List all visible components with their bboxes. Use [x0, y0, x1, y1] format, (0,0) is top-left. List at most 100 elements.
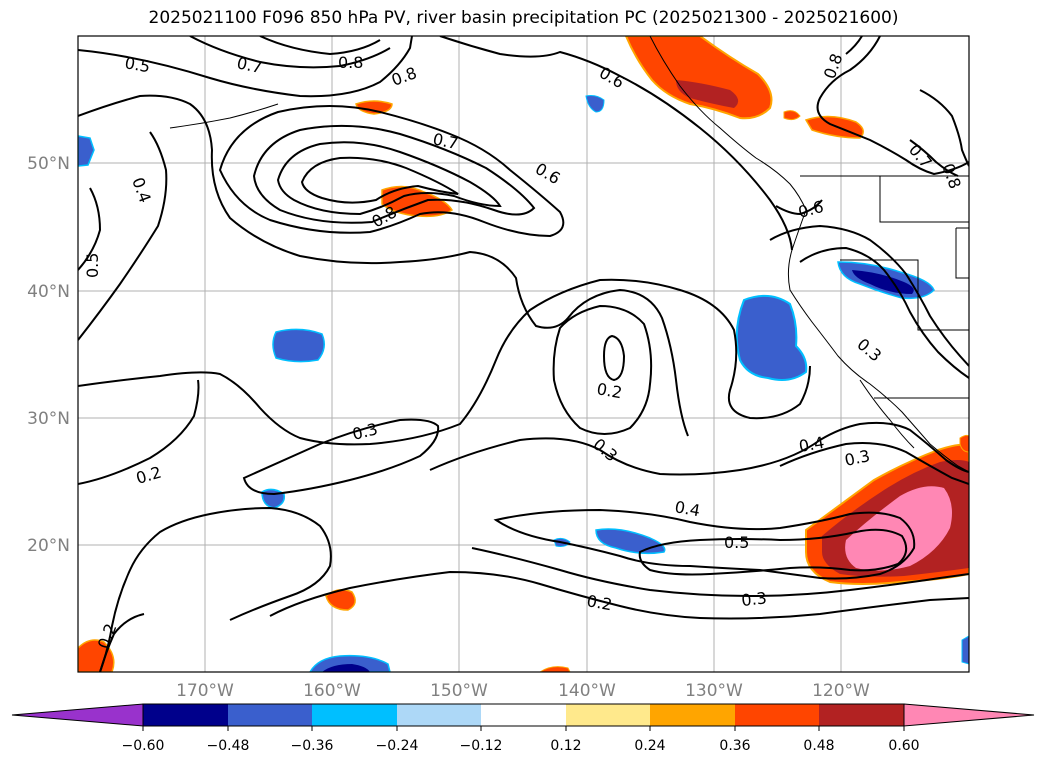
lon-label: 130°W [685, 681, 743, 701]
contour-0.2-mid [602, 334, 626, 382]
precip-blob-north-small [585, 95, 605, 113]
contour-0.8-north [259, 36, 381, 56]
contour-label: 0.2 [595, 379, 623, 402]
lon-label: 150°W [430, 681, 488, 701]
colorbar-swatch [819, 704, 904, 726]
contour-label: 0.5 [724, 533, 749, 552]
coast-us-west [787, 209, 969, 473]
colorbar-tick-label: −0.36 [291, 738, 334, 754]
contour-label: 0.4 [673, 497, 701, 520]
contour-0.3-south-long [471, 547, 969, 598]
longitude-labels: 170°W 160°W 150°W 140°W 130°W 120°W [176, 681, 870, 701]
contour-0.3-south-east [779, 442, 969, 485]
precip-core-california-inland [852, 270, 914, 294]
contour-0.2-south [99, 506, 332, 672]
pv-contours [78, 36, 969, 672]
latitude-labels: 50°N 40°N 30°N 20°N [27, 154, 70, 556]
border-state-id [955, 227, 969, 279]
precip-negative-regions [78, 95, 969, 672]
colorbar-tick-label: −0.12 [460, 738, 503, 754]
contour-0.3-nevada [769, 224, 969, 367]
precip-blob-south-small [539, 666, 571, 672]
precip-blob-east-edge [961, 635, 969, 665]
contour-label: 0.8 [338, 53, 363, 72]
colorbar-tick-label: 0.48 [803, 738, 834, 754]
contour-label: 0.3 [740, 588, 767, 610]
contour-label: 0.4 [797, 433, 825, 456]
contour-edge-nw-1 [845, 36, 863, 55]
contour-0.3-central [242, 418, 440, 496]
colorbar-extend-max [903, 703, 1035, 727]
lon-label: 170°W [176, 681, 234, 701]
colorbar-swatch [143, 704, 228, 726]
precip-blob-baja-tip [959, 434, 969, 453]
contour-0.2-southwest-2 [99, 613, 145, 672]
contour-0.5-west [78, 187, 102, 271]
contour-label: 0.5 [83, 253, 102, 278]
lat-label: 30°N [27, 409, 70, 429]
contour-0.8-canada [816, 36, 969, 176]
colorbar: −0.60 −0.48 −0.36 −0.24 −0.12 0.12 0.24 … [11, 703, 1035, 754]
colorbar-swatch [735, 704, 819, 726]
contour-0.2-south-long [269, 570, 969, 620]
contour-label: 0.3 [843, 446, 872, 470]
lon-label: 120°W [812, 681, 870, 701]
contour-0.8-central-3 [300, 156, 459, 204]
colorbar-swatch [312, 704, 397, 726]
precip-core-bc-coast [676, 80, 739, 108]
contour-0.4-west [78, 131, 168, 341]
colorbar-tick-label: 0.60 [888, 738, 919, 754]
precip-blob-central-north [381, 185, 454, 218]
precip-core-bottom [322, 664, 370, 672]
precip-blob-offshore-california [735, 294, 808, 381]
contour-0.3-nevada-2 [799, 246, 969, 379]
lon-label: 140°W [558, 681, 616, 701]
colorbar-extend-min [11, 703, 144, 727]
colorbar-outline [142, 703, 905, 727]
lat-label: 20°N [27, 536, 70, 556]
gridlines [78, 36, 969, 672]
coast-aleutians [169, 103, 279, 129]
coast-alaska-bc [649, 36, 807, 211]
colorbar-swatch [397, 704, 481, 726]
contour-0.8-central-2 [276, 141, 502, 216]
colorbar-tick-label: 0.24 [634, 738, 665, 754]
precip-blob-north-small-1 [355, 100, 393, 115]
contour-0.6-oregon [775, 199, 823, 216]
colorbar-tick-marks [142, 726, 905, 731]
contour-0.7-canada [909, 139, 959, 177]
colorbar-tick-label: −0.48 [207, 738, 250, 754]
lon-label: 160°W [303, 681, 361, 701]
coastlines [169, 36, 969, 473]
map-title: 2025021100 F096 850 hPa PV, river basin … [148, 8, 899, 28]
colorbar-swatch [650, 704, 735, 726]
precip-blob-canada-1 [783, 110, 801, 121]
colorbar-tick-label: −0.24 [376, 738, 419, 754]
precip-blob-west-edge [78, 135, 95, 167]
contour-0.6-central [78, 94, 689, 437]
colorbar-tick-label: −0.60 [122, 738, 165, 754]
contour-0.8-canada-2 [919, 89, 969, 167]
contour-0.5-north [78, 36, 413, 98]
contour-0.7-north [189, 36, 391, 69]
contour-0.4-south [429, 421, 969, 476]
border-state-wa [879, 176, 969, 223]
lat-label: 40°N [27, 282, 70, 302]
colorbar-tick-label: 0.12 [550, 738, 581, 754]
contour-0.3-mid-east [552, 304, 653, 435]
coast-baja [859, 379, 915, 449]
contour-label: 0.2 [585, 591, 613, 614]
precip-blob-central [272, 328, 325, 363]
precip-blob-south-central [595, 528, 666, 555]
contour-0.8-central-1 [252, 124, 536, 224]
colorbar-tick-label: 0.36 [719, 738, 750, 754]
precip-layer-mexico-pink [845, 486, 952, 571]
map-frame [77, 35, 970, 673]
precip-blob-southwest-corner [78, 639, 115, 672]
contour-label: 0.7 [431, 129, 460, 153]
colorbar-tick-labels: −0.60 −0.48 −0.36 −0.24 −0.12 0.12 0.24 … [122, 738, 920, 754]
contour-0.5-south [638, 528, 908, 576]
contour-0.4-south-2 [493, 508, 916, 580]
colorbar-swatch [481, 704, 566, 726]
